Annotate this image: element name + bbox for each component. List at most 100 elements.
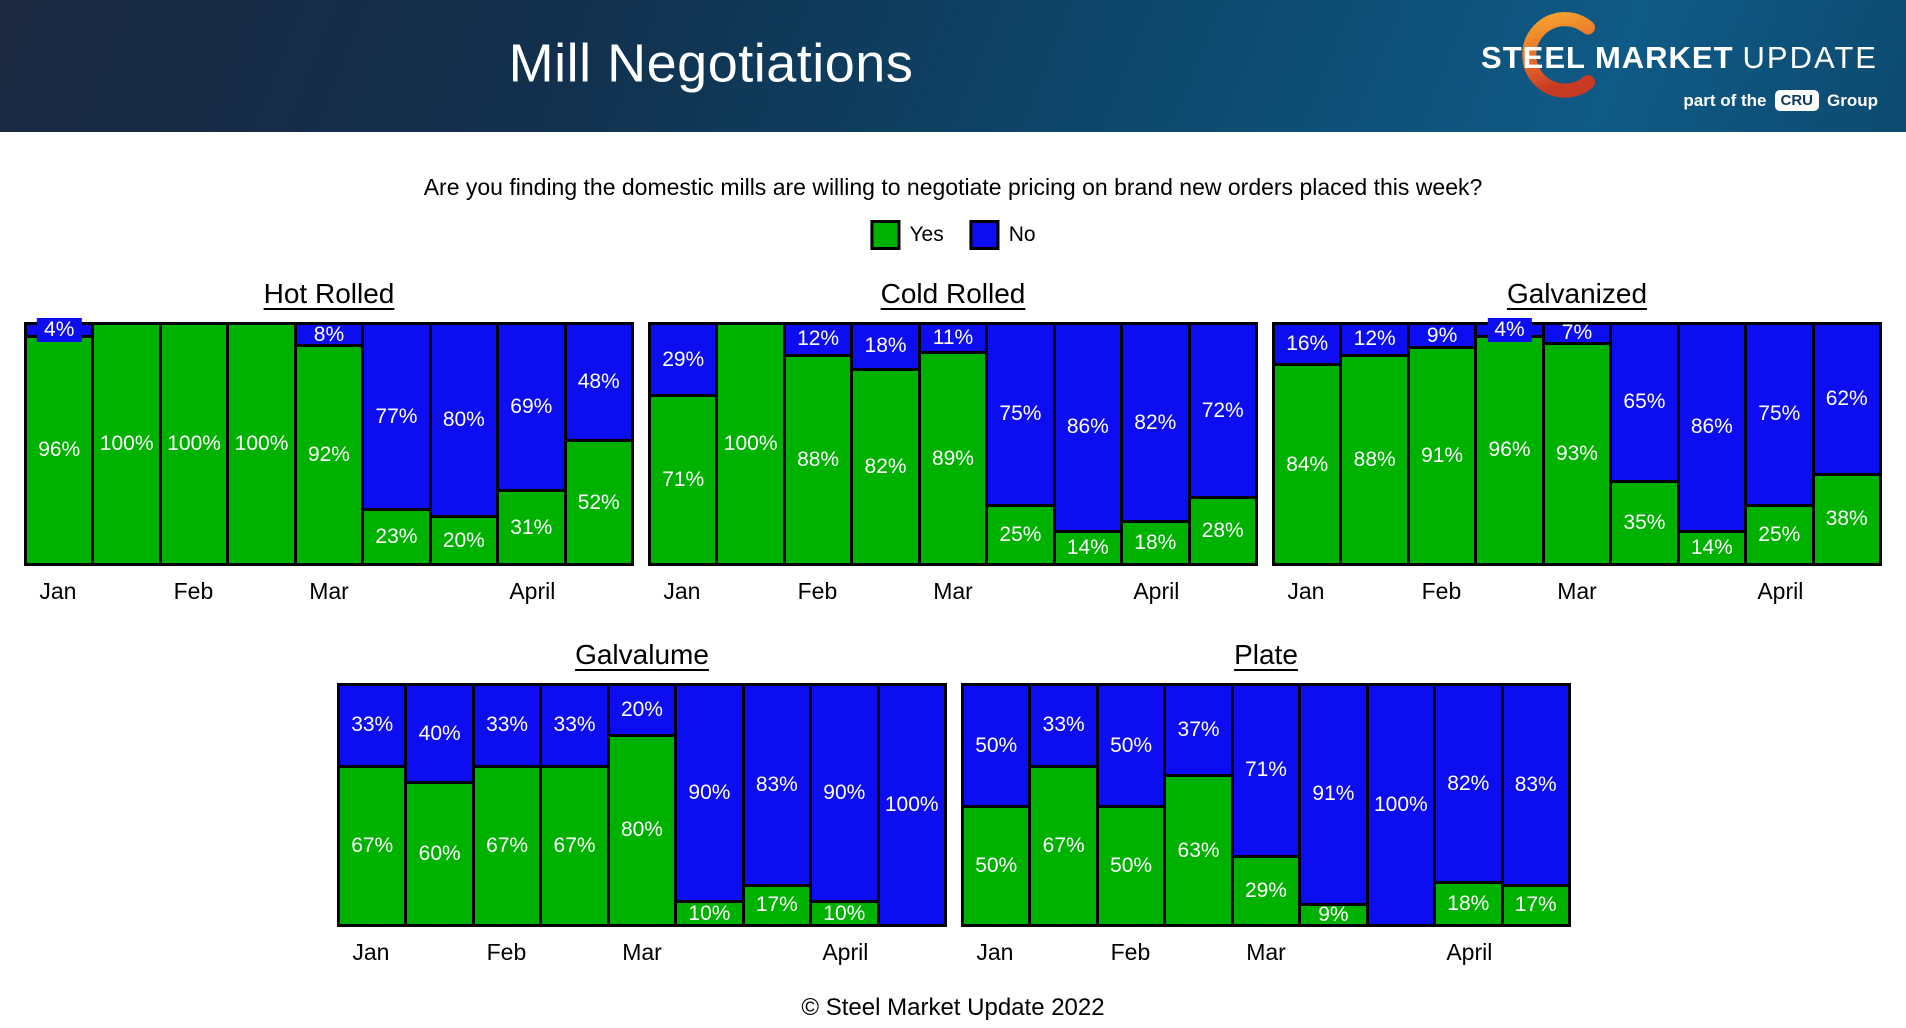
legend-swatch-no (969, 220, 1000, 250)
stacked-bar: 33% 67% (1031, 686, 1099, 924)
stacked-bar: 91% 9% (1301, 686, 1369, 926)
segment-value-label: 12% (797, 327, 840, 351)
segment-value-label: 17% (1514, 893, 1557, 917)
segment-yes: 60% (407, 781, 472, 924)
segment-yes: 52% (566, 439, 631, 563)
segment-no: 72% (1190, 325, 1255, 497)
segment-value-label: 23% (375, 525, 418, 549)
stacked-bar: 8% 92% (296, 323, 365, 563)
logo-word-update: UPDATE (1742, 40, 1878, 75)
chart-title: Hot Rolled (263, 278, 395, 309)
segment-yes: 89% (920, 351, 986, 563)
segment-yes: 96% (27, 334, 92, 563)
segment-value-label: 82% (1134, 410, 1177, 434)
legend-label: Yes (909, 223, 944, 246)
segment-value-label: 4% (37, 317, 82, 342)
segment-value-label: 75% (999, 402, 1042, 426)
segment-value-label: 100% (1373, 793, 1428, 816)
segment-yes: 67% (474, 764, 540, 924)
stacked-bar: 33% 67% (340, 686, 408, 924)
stacked-bar: 16% 84% (1275, 325, 1343, 563)
segment-value-label: 33% (486, 713, 529, 737)
segment-value-label: 33% (1042, 713, 1085, 737)
segment-value-label: 37% (1177, 718, 1220, 742)
stacked-bar: 50% 50% (1098, 686, 1167, 924)
tagline-prefix: part of the (1683, 90, 1767, 110)
segment-yes: 10% (677, 900, 742, 925)
stacked-bar: 40% 60% (407, 686, 475, 924)
segment-value-label: 67% (486, 833, 529, 857)
legend-item-no: No (969, 220, 1036, 250)
segment-value-label: 35% (1623, 510, 1666, 534)
segment-value-label: 50% (975, 733, 1018, 757)
stacked-bar: 86% 14% (1055, 325, 1124, 563)
segment-value-label: 100% (884, 793, 939, 816)
segment-no: 90% (677, 686, 742, 901)
month-label-jan: Jan (352, 939, 390, 965)
segment-no: 33% (474, 686, 540, 765)
survey-question: Are you finding the domestic mills are w… (423, 174, 1483, 200)
legend-label: No (1008, 223, 1036, 246)
segment-no: 86% (1679, 325, 1745, 530)
month-label-jan: Jan (663, 578, 701, 604)
segment-yes: 67% (542, 764, 607, 924)
segment-no: 8% (296, 323, 362, 346)
chart-hot-rolled: Hot Rolled 4% 96% 100% 100% 100% 8% 92% 77% 23% 80… (24, 278, 634, 618)
month-label-mar: Mar (933, 578, 973, 604)
stacked-bar: 48% 52% (566, 325, 631, 563)
plot-area: 50% 50% 33% 67% 50% 50% 37% 63% 71% 29% 91% 9% 100% 8… (961, 683, 1571, 927)
segment-yes: 100% (229, 325, 294, 563)
segment-no: 100% (1368, 686, 1434, 924)
stacked-bar: 100% (718, 325, 786, 563)
stacked-bar: 82% 18% (1436, 686, 1504, 924)
segment-value-label: 69% (510, 395, 553, 419)
segment-no: 91% (1301, 686, 1366, 903)
segment-no: 90% (812, 686, 877, 901)
x-axis-labels: Jan Feb Mar April (961, 939, 1571, 969)
segment-yes: 38% (1814, 472, 1879, 563)
stacked-bar: 75% 25% (1747, 325, 1815, 563)
stacked-bar: 82% 18% (1123, 325, 1191, 563)
stacked-bar: 65% 35% (1612, 325, 1680, 563)
segment-yes: 29% (1233, 854, 1299, 924)
stacked-bar: 4% 96% (1477, 317, 1545, 563)
segment-value-label: 86% (1066, 415, 1109, 439)
segment-yes: 18% (1436, 881, 1501, 924)
segment-no: 62% (1814, 325, 1879, 473)
month-label-feb: Feb (797, 578, 838, 604)
segment-no: 80% (431, 325, 497, 516)
segment-no: 9% (1409, 324, 1475, 347)
segment-no: 33% (1031, 686, 1096, 765)
segment-yes: 17% (1503, 883, 1568, 924)
segment-value-label: 11% (932, 326, 974, 350)
segment-no: 83% (744, 686, 810, 884)
stacked-bar: 100% (229, 325, 297, 563)
segment-value-label: 91% (1421, 444, 1464, 468)
x-axis-labels: Jan Feb Mar April (648, 578, 1258, 608)
stacked-bar: 4% 96% (27, 317, 95, 563)
segment-value-label: 17% (755, 893, 798, 917)
segment-yes: 82% (853, 367, 918, 563)
plot-area: 4% 96% 100% 100% 100% 8% 92% 77% 23% 80% 20% 69% 31%… (24, 317, 634, 566)
x-axis-labels: Jan Feb Mar April (337, 939, 947, 969)
stacked-bar: 12% 88% (1342, 325, 1410, 563)
stacked-bar: 29% 71% (651, 325, 719, 563)
segment-value-label: 50% (975, 854, 1018, 877)
segment-yes: 17% (744, 883, 810, 924)
segment-value-label: 65% (1623, 390, 1666, 414)
segment-value-label: 12% (1353, 327, 1396, 351)
month-label-feb: Feb (1110, 939, 1151, 965)
segment-no: 50% (1098, 686, 1164, 805)
segment-no: 40% (407, 686, 472, 782)
segment-no: 12% (785, 325, 851, 354)
stacked-bar: 90% 10% (677, 686, 745, 925)
segment-value-label: 100% (723, 432, 778, 455)
segment-value-label: 25% (999, 522, 1042, 546)
stacked-bar: 83% 17% (1503, 686, 1568, 924)
segment-value-label: 72% (1201, 398, 1244, 422)
segment-yes: 20% (431, 515, 497, 563)
month-label-april: April (1757, 578, 1804, 604)
segment-value-label: 63% (1177, 838, 1220, 862)
month-label-mar: Mar (1246, 939, 1286, 965)
